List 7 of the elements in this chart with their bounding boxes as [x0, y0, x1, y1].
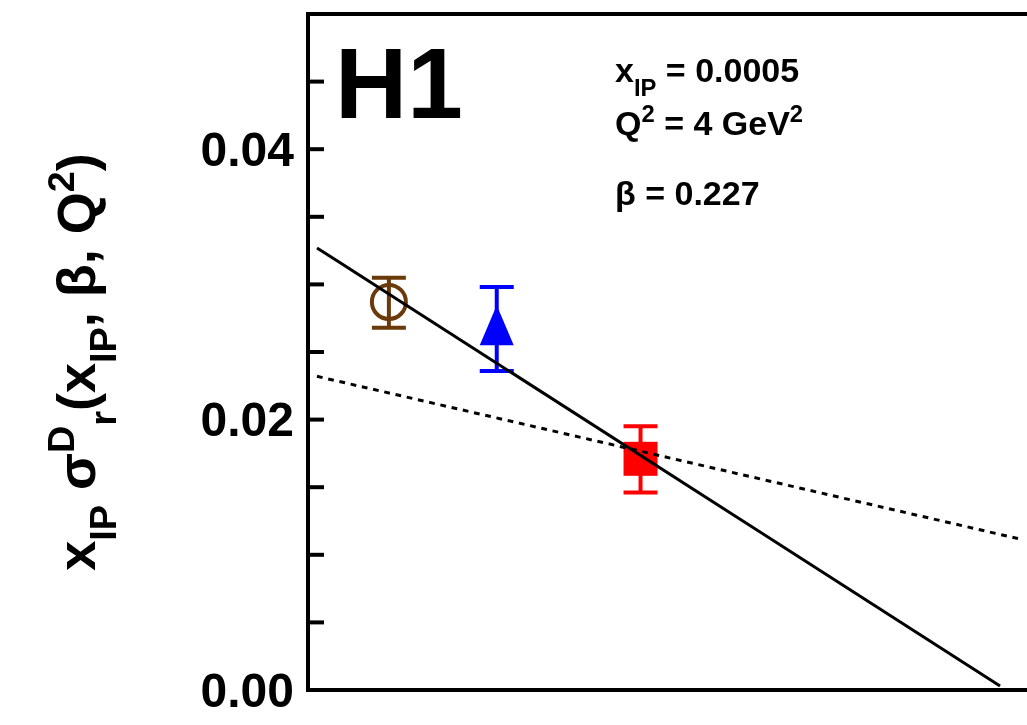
- annotation: Q$^{2}$ = 4 GeV$^{2}$: [615, 99, 804, 142]
- annotation: β = 0.227: [615, 174, 760, 212]
- annotation: x$_{IP}$ = 0.0005: [615, 51, 800, 101]
- y-tick-label: 0.04: [200, 123, 295, 176]
- annotation: H1: [335, 27, 463, 139]
- y-tick-label: 0.00: [200, 663, 294, 717]
- y-tick-label: 0.02: [200, 393, 294, 447]
